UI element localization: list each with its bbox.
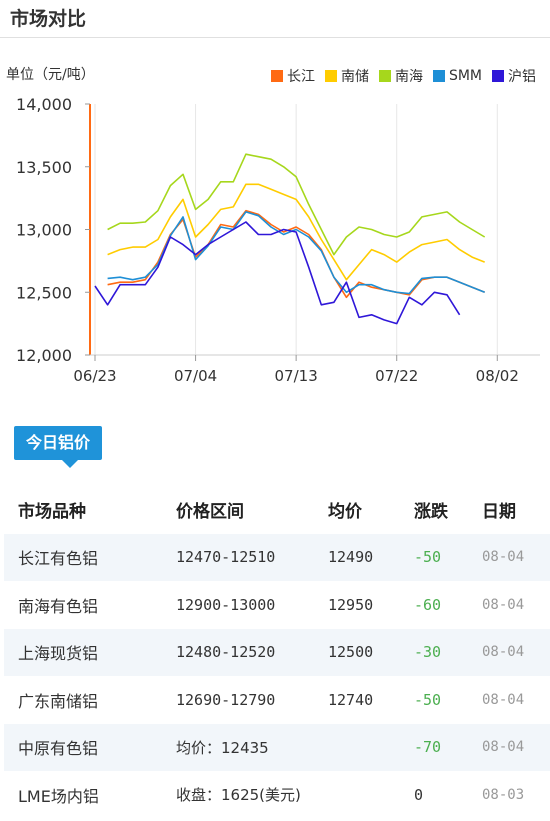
y-tick-label: 13,500 [16, 158, 72, 177]
cell-change: -50 [414, 690, 442, 709]
cell-range: 收盘：1625(美元) [176, 786, 301, 805]
legend-item-nanchu[interactable]: 南储 [324, 66, 369, 86]
legend-swatch [432, 70, 445, 82]
cell-market: 长江有色铝 [18, 549, 99, 569]
tab-today-aluminum-price[interactable]: 今日铝价 [14, 426, 103, 460]
cell-avg: 12950 [328, 595, 374, 614]
cell-date: 08-03 [482, 786, 525, 803]
price-table: 市场品种 价格区间 均价 涨跌 日期 长江有色铝 12470-12510 124… [4, 486, 550, 819]
cell-date: 08-04 [482, 691, 525, 708]
table-row[interactable]: 上海现货铝 12480-12520 12500 -30 08-04 [4, 628, 550, 676]
legend-swatch [492, 70, 504, 82]
legend-label: SMM [448, 68, 482, 84]
y-tick-label: 13,000 [16, 221, 72, 240]
cell-date: 08-04 [482, 739, 525, 756]
cell-avg: 12490 [328, 548, 374, 567]
cell-change: -60 [414, 595, 442, 614]
cell-range: 12690-12790 [176, 690, 276, 709]
section-title: 市场对比 [10, 8, 87, 30]
cell-avg: 12500 [328, 643, 374, 662]
cell-range: 12900-13000 [176, 595, 276, 614]
tab-pointer [62, 460, 78, 468]
cell-date: 08-04 [482, 549, 525, 566]
x-tick-label: 07/04 [174, 367, 217, 385]
legend-swatch [324, 70, 337, 82]
cell-market: LME场内铝 [18, 786, 99, 806]
header-range: 价格区间 [176, 502, 244, 523]
series-line-南储 [107, 183, 485, 281]
cell-change: 0 [414, 785, 424, 804]
today-price-tab-bar: 今日铝价 [0, 426, 550, 470]
x-tick-label: 06/23 [73, 367, 116, 385]
cell-range: 均价：12435 [176, 738, 269, 757]
x-tick-label: 08/02 [476, 367, 519, 385]
cell-change: -70 [414, 738, 442, 757]
table-header-row: 市场品种 价格区间 均价 涨跌 日期 [4, 486, 550, 534]
cell-date: 08-04 [482, 596, 525, 613]
cell-range: 12480-12520 [176, 643, 276, 662]
header-avg: 均价 [328, 502, 362, 523]
series-line-SMM [107, 211, 486, 295]
cell-avg: 12740 [328, 690, 374, 709]
header-divider [0, 37, 550, 38]
cell-market: 上海现货铝 [18, 644, 99, 664]
table-row[interactable]: 中原有色铝 均价：12435 -70 08-04 [4, 723, 550, 771]
chart-legend: 长江 南储 南海 SMM 沪铝 [270, 66, 536, 86]
series-line-南海 [107, 153, 486, 256]
chart-unit-label: 单位（元/吨） [6, 67, 95, 83]
legend-label: 南储 [340, 69, 369, 85]
table-row[interactable]: LME场内铝 收盘：1625(美元) 0 08-03 [4, 771, 550, 819]
x-tick-label: 07/13 [275, 367, 318, 385]
y-tick-label: 12,500 [16, 283, 72, 302]
cell-change: -30 [414, 643, 442, 662]
y-tick-label: 12,000 [16, 346, 72, 365]
legend-swatch [270, 70, 283, 82]
series-line-沪铝 [94, 221, 461, 325]
table-row[interactable]: 南海有色铝 12900-13000 12950 -60 08-04 [4, 581, 550, 629]
cell-change: -50 [414, 548, 442, 567]
legend-label: 长江 [286, 69, 315, 85]
x-tick-label: 07/22 [375, 367, 418, 385]
cell-market: 中原有色铝 [18, 739, 99, 759]
legend-item-changjiang[interactable]: 长江 [270, 66, 315, 86]
cell-market: 南海有色铝 [18, 596, 99, 616]
header-date: 日期 [482, 502, 516, 523]
cell-date: 08-04 [482, 644, 525, 661]
legend-swatch [378, 70, 391, 82]
header-market: 市场品种 [18, 502, 86, 523]
legend-label: 南海 [394, 69, 423, 85]
legend-item-hulv[interactable]: 沪铝 [492, 66, 536, 86]
price-comparison-chart: 单位（元/吨） 长江 南储 南海 SMM 沪铝 14,000 13,500 13,0… [0, 38, 550, 408]
legend-item-smm[interactable]: SMM [432, 66, 482, 86]
legend-item-nanhai[interactable]: 南海 [378, 66, 423, 86]
y-tick-label: 14,000 [16, 95, 72, 114]
header-change: 涨跌 [414, 502, 448, 523]
table-row[interactable]: 广东南储铝 12690-12790 12740 -50 08-04 [4, 676, 550, 724]
table-row[interactable]: 长江有色铝 12470-12510 12490 -50 08-04 [4, 533, 550, 581]
legend-label: 沪铝 [508, 69, 536, 85]
cell-range: 12470-12510 [176, 548, 276, 567]
section-header: 市场对比 [0, 0, 550, 38]
cell-market: 广东南储铝 [18, 691, 99, 711]
